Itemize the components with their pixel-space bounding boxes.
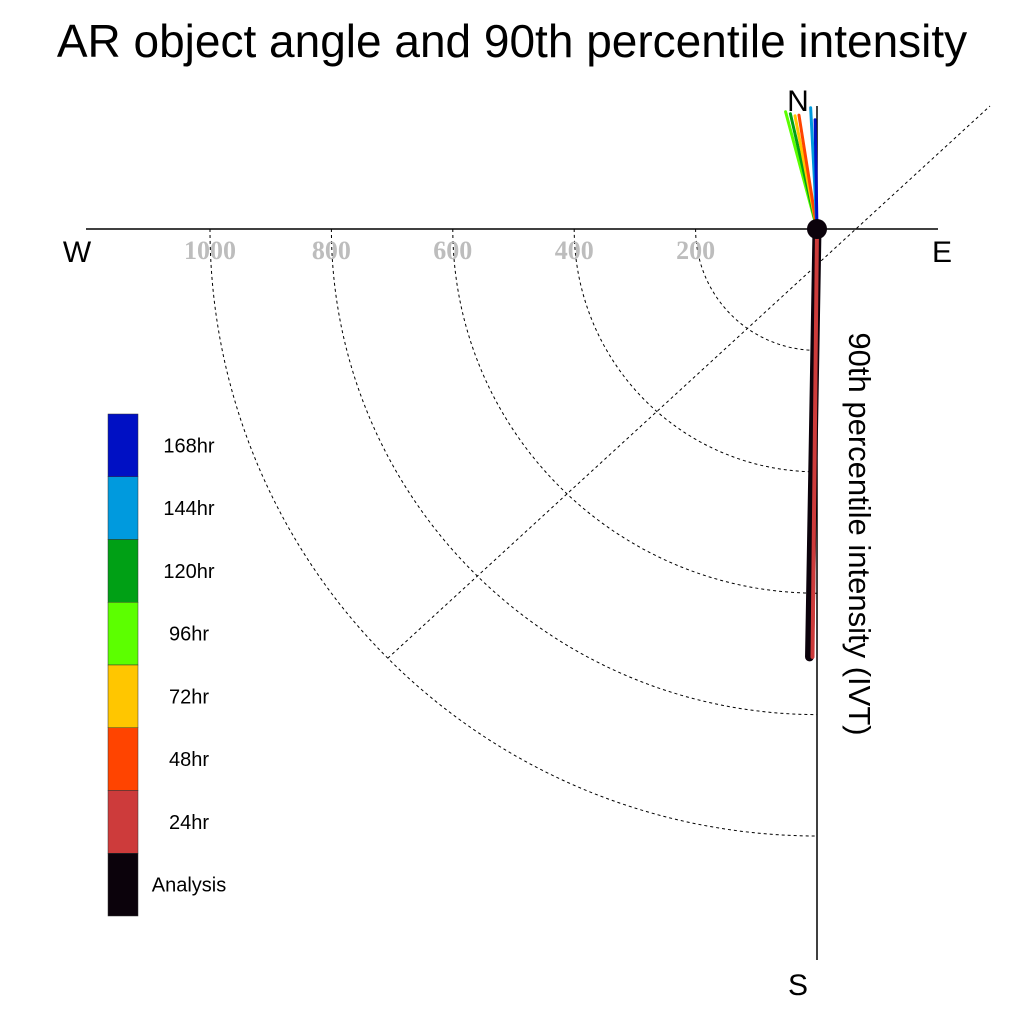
- vector-24hr: [810, 227, 819, 659]
- legend-swatch: [107, 413, 139, 477]
- vectors: [784, 106, 822, 662]
- south-label: S: [788, 969, 808, 1002]
- legend-label: 120hr: [163, 561, 214, 583]
- legend-label: 48hr: [169, 749, 209, 771]
- legend-label: Analysis: [152, 875, 226, 897]
- legend-label: 96hr: [169, 624, 209, 646]
- grid-diagonal: [387, 105, 991, 659]
- radial-tick-label: 1000: [184, 236, 236, 265]
- legend-label: 72hr: [169, 686, 209, 708]
- grid-ring: [573, 228, 818, 473]
- grid-ring: [695, 228, 818, 351]
- legend-label: 24hr: [169, 812, 209, 834]
- legend-swatch: [107, 727, 139, 791]
- radial-axis-label: 90th percentile intensity (IVT): [842, 332, 877, 735]
- radial-tick-labels: 200 400 600 800 1000: [184, 236, 715, 265]
- vector-168hr: [813, 118, 819, 231]
- east-label: E: [932, 236, 952, 269]
- origin-marker: [807, 219, 827, 239]
- legend: 168hr 144hr 120hr 96hr 72hr 48hr 24hr Analysis: [107, 413, 226, 917]
- legend-swatch: [107, 602, 139, 666]
- chart-title: AR object angle and 90th percentile inte…: [57, 15, 967, 67]
- legend-swatch: [107, 539, 139, 603]
- west-label: W: [63, 236, 92, 269]
- grid: [209, 105, 991, 837]
- radial-tick-label: 600: [433, 236, 472, 265]
- radial-tick-label: 200: [676, 236, 715, 265]
- radial-tick-label: 400: [555, 236, 594, 265]
- legend-swatch: [107, 476, 139, 540]
- grid-ring: [209, 228, 818, 837]
- legend-swatch: [107, 664, 139, 728]
- grid-ring: [330, 228, 818, 716]
- legend-label: 144hr: [163, 498, 214, 520]
- legend-label: 168hr: [163, 435, 214, 457]
- legend-swatch: [107, 790, 139, 854]
- legend-swatch: [107, 853, 139, 917]
- north-label: N: [787, 85, 809, 118]
- radial-tick-label: 800: [312, 236, 351, 265]
- grid-ring: [452, 228, 818, 594]
- vector-48hr: [797, 113, 819, 231]
